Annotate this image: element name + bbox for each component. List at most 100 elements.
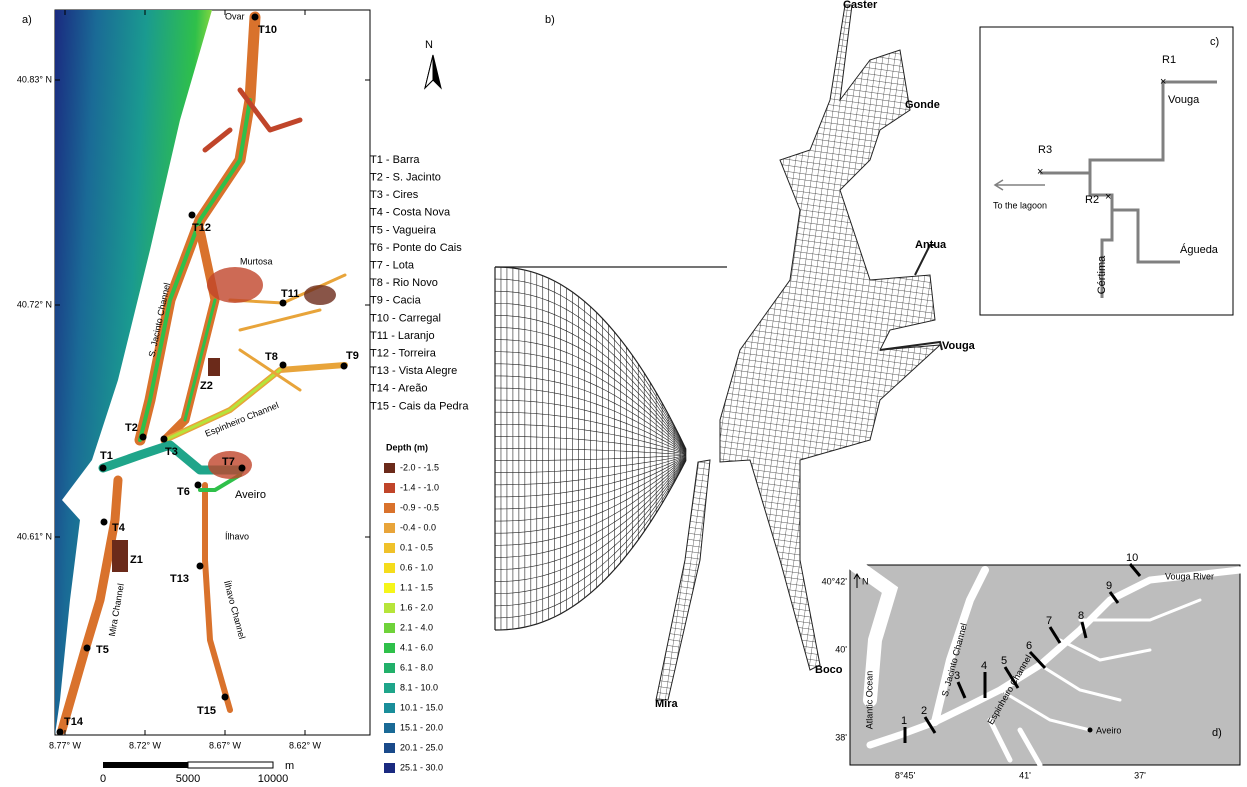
depth-legend-label: 2.1 - 4.0 bbox=[400, 622, 433, 632]
lon-tick-label: 37' bbox=[1134, 770, 1146, 780]
section-label: 9 bbox=[1106, 580, 1112, 592]
station-legend-entry: T14 - Areão bbox=[370, 383, 427, 395]
lat-tick-label: 38' bbox=[835, 732, 847, 742]
depth-swatch bbox=[384, 643, 395, 653]
section-label: 2 bbox=[921, 705, 927, 717]
depth-swatch bbox=[384, 683, 395, 693]
depth-swatch bbox=[384, 623, 395, 633]
lat-tick-label: 40.61° N bbox=[17, 531, 52, 541]
scale-bar bbox=[188, 762, 273, 768]
depth-swatch bbox=[384, 523, 395, 533]
depth-legend-label: 0.6 - 1.0 bbox=[400, 562, 433, 572]
section-label: 1 bbox=[901, 715, 907, 727]
place-label: Mira bbox=[655, 698, 679, 710]
station-marker bbox=[280, 362, 287, 369]
zone-z1 bbox=[112, 540, 128, 572]
section-label: 8 bbox=[1078, 610, 1084, 622]
station-label: T7 bbox=[222, 456, 235, 468]
station-marker bbox=[84, 645, 91, 652]
point-marker: × bbox=[1037, 166, 1043, 178]
depth-swatch bbox=[384, 503, 395, 513]
depth-legend-label: 8.1 - 10.0 bbox=[400, 682, 438, 692]
station-legend-entry: T4 - Costa Nova bbox=[370, 207, 451, 219]
place-label: Caster bbox=[843, 0, 878, 11]
station-label: T14 bbox=[64, 716, 84, 728]
station-legend-entry: T3 - Cires bbox=[370, 189, 419, 201]
station-legend-entry: T7 - Lota bbox=[370, 260, 415, 272]
map-label: Atlantic Ocean bbox=[864, 671, 874, 730]
depth-swatch bbox=[384, 583, 395, 593]
map-label: Aveiro bbox=[1096, 725, 1121, 735]
depth-swatch bbox=[384, 743, 395, 753]
depth-legend-label: -0.4 - 0.0 bbox=[400, 522, 436, 532]
depth-legend-label: 10.1 - 15.0 bbox=[400, 702, 443, 712]
depth-legend-label: 15.1 - 20.0 bbox=[400, 722, 443, 732]
depth-legend-label: 6.1 - 8.0 bbox=[400, 662, 433, 672]
station-marker bbox=[280, 300, 287, 307]
depth-legend-label: 25.1 - 30.0 bbox=[400, 762, 443, 772]
depth-swatch bbox=[384, 763, 395, 773]
map-label: Vouga River bbox=[1165, 571, 1214, 581]
depth-swatch bbox=[384, 463, 395, 473]
lon-tick-label: 8.72° W bbox=[129, 740, 162, 750]
zone-z2 bbox=[208, 358, 220, 376]
station-label: T1 bbox=[100, 450, 113, 462]
depth-swatch bbox=[384, 543, 395, 553]
station-marker bbox=[161, 436, 168, 443]
depth-legend-label: 1.6 - 2.0 bbox=[400, 602, 433, 612]
zone-label: Z1 bbox=[130, 554, 143, 566]
place-label: Antua bbox=[915, 239, 947, 251]
place-label: Ovar bbox=[225, 11, 245, 21]
lon-tick-label: 8°45' bbox=[895, 770, 916, 780]
depth-legend-label: 1.1 - 1.5 bbox=[400, 582, 433, 592]
depth-swatch bbox=[384, 703, 395, 713]
panel-d-map bbox=[850, 565, 1240, 765]
mira-mesh bbox=[656, 460, 710, 700]
station-marker bbox=[189, 212, 196, 219]
station-legend-entry: T9 - Cacia bbox=[370, 295, 422, 307]
station-legend-entry: T5 - Vagueira bbox=[370, 224, 437, 236]
zone-label: Z2 bbox=[200, 380, 213, 392]
panel-label: b) bbox=[545, 14, 555, 26]
station-marker bbox=[140, 434, 147, 441]
station-label: T11 bbox=[281, 288, 299, 300]
panel-label: a) bbox=[22, 14, 32, 26]
station-label: T13 bbox=[170, 573, 189, 585]
lat-tick-label: 40°42' bbox=[822, 576, 848, 586]
lon-tick-label: 41' bbox=[1019, 770, 1031, 780]
place-label: Vouga bbox=[942, 340, 976, 352]
point-label: R1 bbox=[1162, 54, 1176, 66]
station-label: T5 bbox=[96, 644, 109, 656]
station-legend-entry: T13 - Vista Alegre bbox=[370, 365, 457, 377]
place-label: Gonde bbox=[905, 99, 940, 111]
place-label: Ílhavo bbox=[225, 531, 249, 541]
station-legend-entry: T11 - Laranjo bbox=[370, 330, 435, 342]
station-legend-entry: T8 - Rio Novo bbox=[370, 277, 438, 289]
point-label: R2 bbox=[1085, 194, 1099, 206]
lat-tick-label: 40' bbox=[835, 644, 847, 654]
salt-marsh bbox=[207, 267, 263, 303]
point-marker: × bbox=[1105, 191, 1111, 203]
station-legend-entry: T2 - S. Jacinto bbox=[370, 172, 441, 184]
station-marker bbox=[100, 465, 107, 472]
section-label: 10 bbox=[1126, 552, 1138, 564]
depth-swatch bbox=[384, 723, 395, 733]
river-label: Águeda bbox=[1180, 243, 1219, 256]
station-legend-entry: T12 - Torreira bbox=[370, 348, 437, 360]
lat-tick-label: 40.83° N bbox=[17, 74, 52, 84]
lon-tick-label: 8.77° W bbox=[49, 740, 82, 750]
north-arrow-half bbox=[425, 55, 433, 88]
point-label: R3 bbox=[1038, 144, 1052, 156]
station-marker bbox=[57, 729, 64, 736]
depth-legend-label: -0.9 - -0.5 bbox=[400, 502, 439, 512]
figure: a) N 40.83° N 40.72° N 40.61° N 8.77° W 8.72° … bbox=[0, 0, 1247, 787]
depth-legend-label: -1.4 - -1.0 bbox=[400, 482, 439, 492]
depth-swatch bbox=[384, 663, 395, 673]
scale-label: 5000 bbox=[176, 773, 200, 785]
depth-legend-label: 20.1 - 25.0 bbox=[400, 742, 443, 752]
station-label: T15 bbox=[197, 705, 216, 717]
north-label: N bbox=[425, 39, 433, 51]
station-marker bbox=[195, 482, 202, 489]
lat-tick-label: 40.72° N bbox=[17, 299, 52, 309]
panel-label: d) bbox=[1212, 727, 1222, 739]
